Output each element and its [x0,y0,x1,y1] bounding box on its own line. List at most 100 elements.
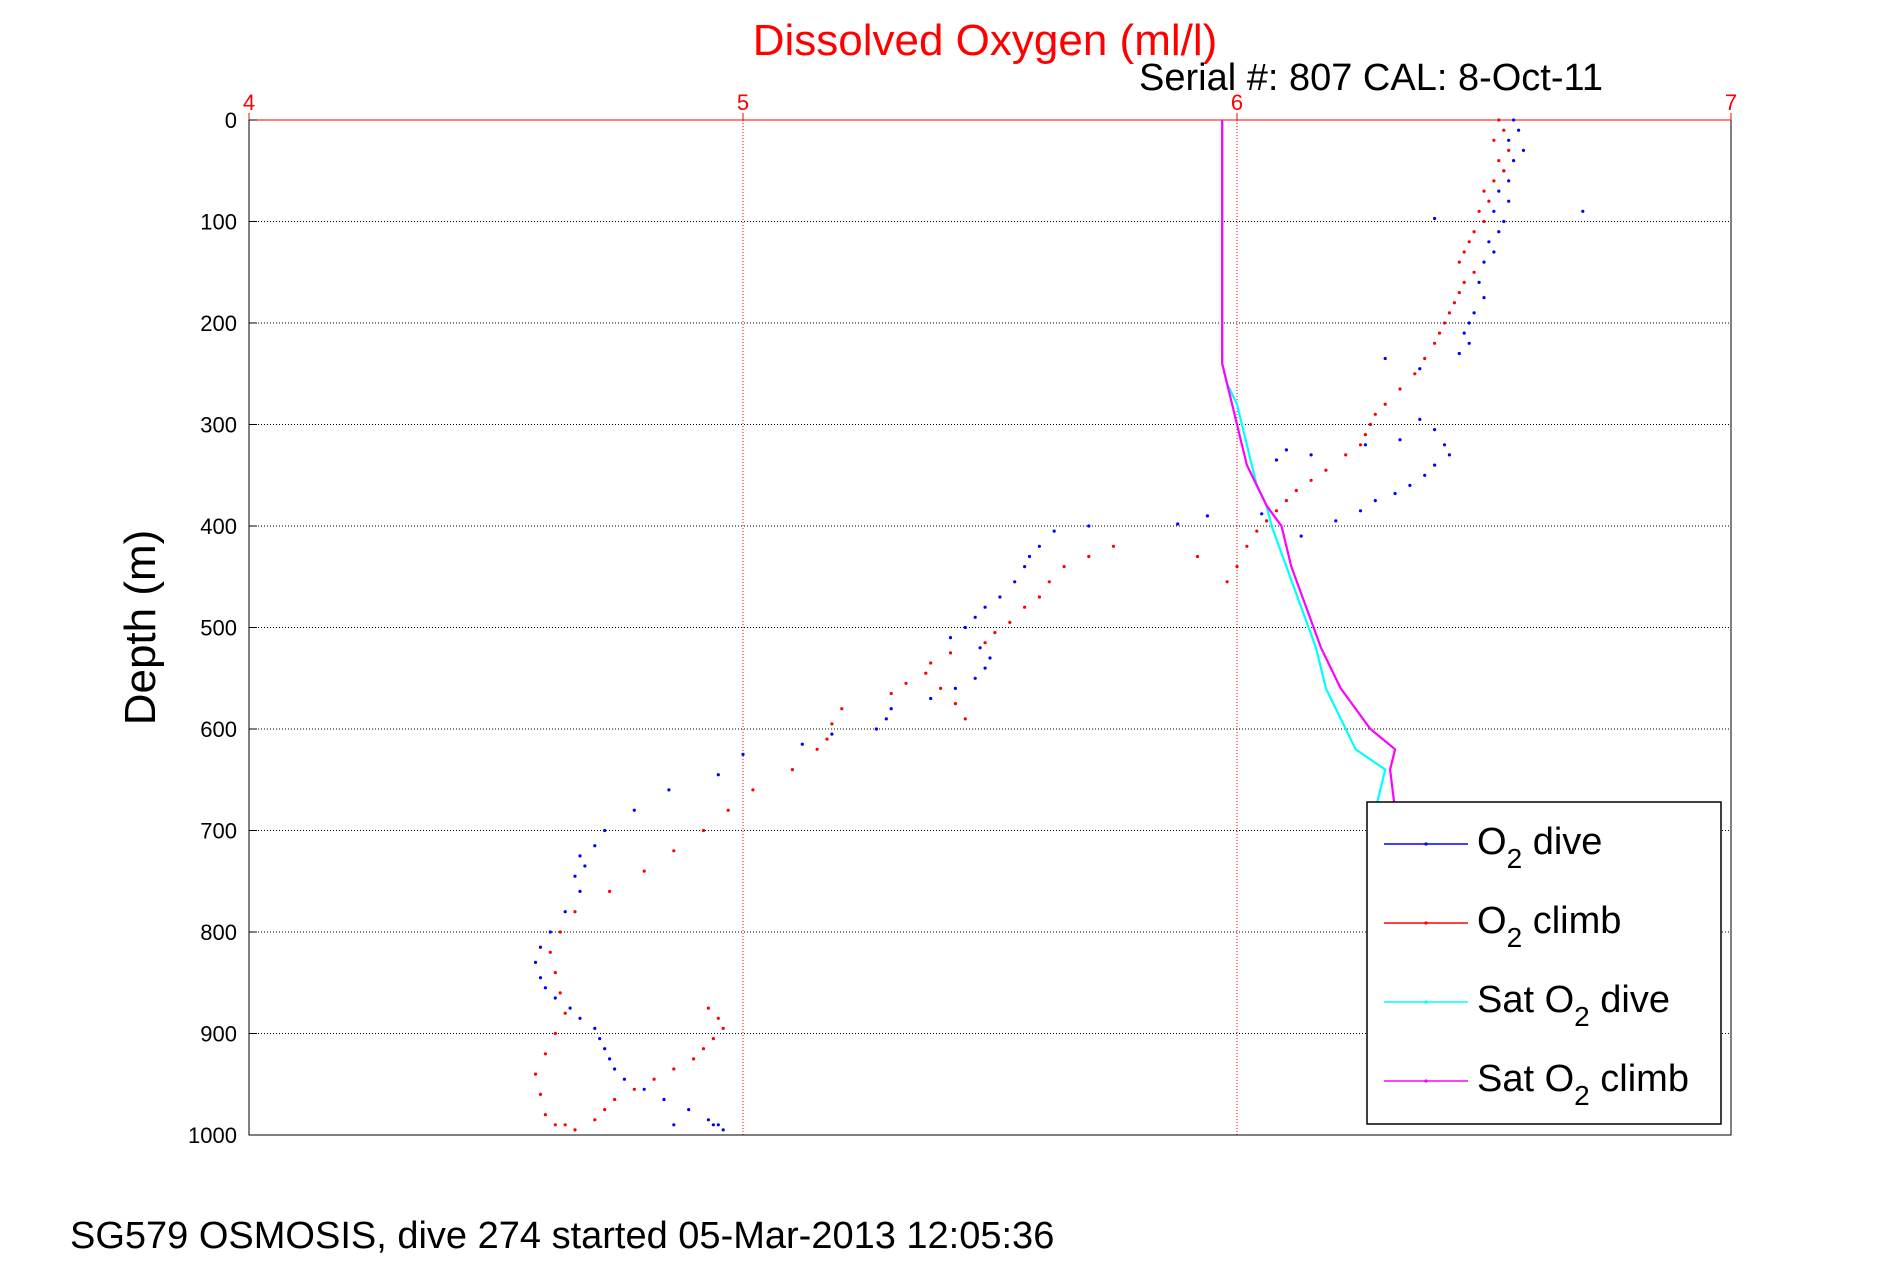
data-point [563,910,567,914]
data-point [1393,491,1397,496]
data-point [1507,138,1511,142]
data-point [963,625,967,630]
data-point [1521,148,1526,152]
data-point [608,1057,612,1061]
data-point [1452,301,1456,305]
data-point [889,707,893,711]
data-point [1482,219,1486,224]
data-point [558,991,562,995]
data-point [1472,270,1476,274]
data-point [1087,524,1091,528]
data-point [563,1123,567,1127]
data-point [1255,529,1259,533]
data-point [1245,544,1249,548]
data-point [721,1026,725,1030]
data-point [1309,453,1313,457]
data-point [1418,417,1422,421]
data-point [1274,509,1279,513]
data-point [543,1113,548,1117]
data-point [1433,463,1437,467]
ticks: 4 5 6 7 0 100 200 300 400 500 600 700 800 900 1000 [188,90,1737,1148]
data-point [1087,554,1091,559]
data-point [1457,260,1461,264]
data-point [1507,179,1511,183]
data-point [533,960,538,965]
legend-label-rest: climb [1522,900,1621,942]
chart-footer: SG579 OSMOSIS, dive 274 started 05-Mar-2… [70,1215,1054,1257]
x-tick-label: 7 [1725,90,1737,115]
data-point [1433,216,1437,221]
data-point [830,732,834,736]
data-point [1235,565,1239,569]
data-point [711,1123,716,1127]
data-point [1472,230,1476,234]
data-point [1477,209,1481,213]
data-point [1512,118,1516,122]
series-line [1221,120,1397,811]
chart-title: Dissolved Oxygen (ml/l) [753,16,1218,65]
y-axis-label: Depth (m) [116,530,165,726]
data-point [1502,128,1506,132]
data-point [1497,230,1501,234]
data-point [1433,428,1437,432]
data-point [652,1077,656,1081]
data-point [1195,554,1200,559]
data-point [672,1067,676,1071]
data-point [953,686,958,691]
y-tick-label: 600 [200,717,237,742]
data-point [1008,620,1012,625]
data-point [578,854,582,858]
data-point [1284,448,1288,452]
data-point [1413,372,1417,376]
y-tick-label: 400 [200,514,237,539]
data-point [1482,189,1486,193]
data-point [1373,412,1377,416]
data-point [1383,356,1387,361]
data-point [613,1067,617,1071]
legend-label-rest: dive [1522,821,1602,863]
data-point [608,889,612,894]
data-point [1176,522,1180,526]
data-point [1225,580,1229,584]
data-point [543,986,548,990]
data-point [1205,514,1209,518]
y-tick-label: 800 [200,920,237,945]
legend-item: Sat O2 dive [1384,979,1670,1032]
data-point [593,844,597,848]
data-point [1023,565,1027,569]
data-point [948,636,953,640]
data-point [687,1108,691,1112]
data-point [583,864,587,868]
chart-subtitle: Serial #: 807 CAL: 8-Oct-11 [1139,57,1603,99]
data-point [1363,443,1367,447]
data-point [904,681,908,685]
data-point [632,808,636,812]
data-point [1437,331,1442,335]
data-point [998,595,1002,599]
data-point [1462,280,1466,284]
data-point [948,651,953,655]
legend-label-main: O [1477,900,1507,942]
data-point [553,971,557,975]
data-point [642,869,646,873]
data-point [1517,128,1521,132]
data-point [538,945,543,949]
legend-label-subscript: 2 [1507,843,1523,874]
data-point [1062,565,1066,569]
legend-label-subscript: 2 [1574,1001,1590,1032]
legend-label-subscript: 2 [1507,922,1523,953]
data-point [558,930,562,934]
data-point [573,874,577,878]
data-point [716,1016,720,1020]
y-tick-label: 700 [200,819,237,844]
data-point [983,605,987,609]
legend-label-subscript: 2 [1574,1080,1590,1111]
data-point [1284,499,1288,503]
data-point [1423,356,1427,361]
data-point [1447,453,1451,457]
data-point [963,717,967,721]
legend-box [1366,801,1722,1125]
data-point [889,691,893,696]
data-point [632,1087,636,1091]
legend-marker [1424,921,1428,925]
